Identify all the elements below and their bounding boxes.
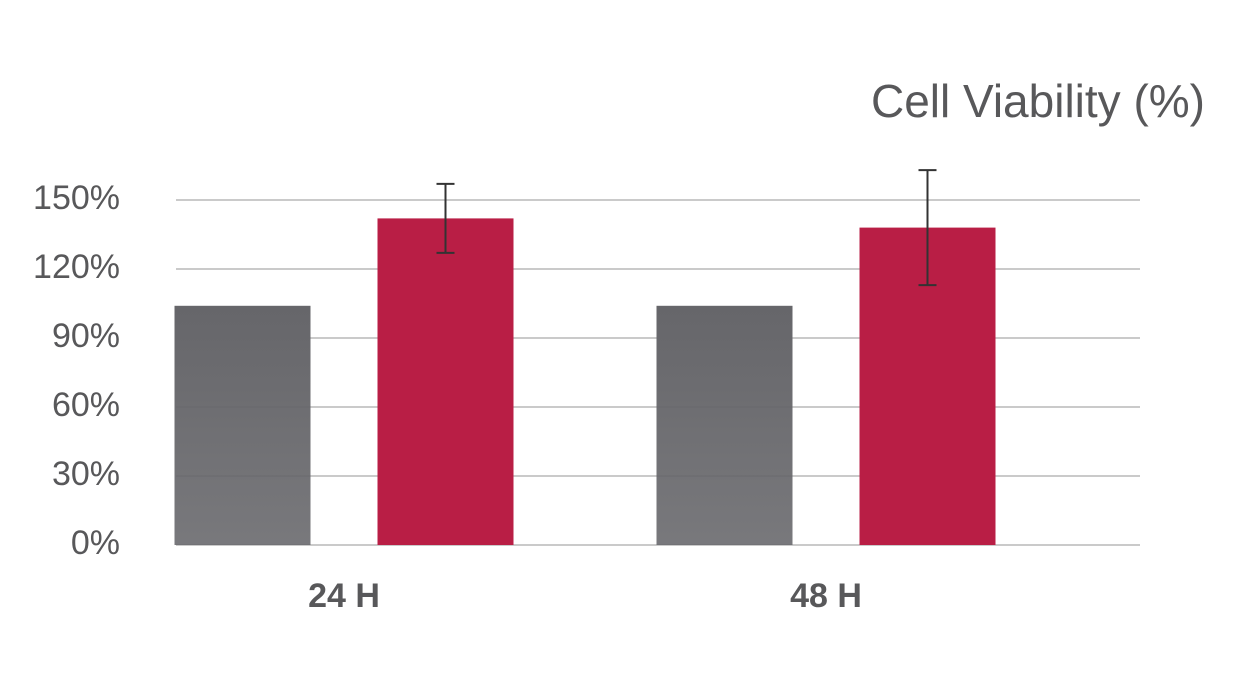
bar (656, 305, 793, 545)
y-tick-label: 30% (52, 455, 120, 493)
x-tick-label: 48 H (790, 577, 862, 615)
y-tick-label: 90% (52, 317, 120, 355)
y-tick-label: 150% (33, 179, 120, 217)
y-tick-label: 0% (71, 524, 120, 562)
bar (377, 218, 514, 545)
y-tick-label: 120% (33, 248, 120, 286)
chart-title: Cell Viability (%) (871, 75, 1205, 127)
y-tick-label: 60% (52, 386, 120, 424)
bar (174, 305, 311, 545)
x-tick-label: 24 H (308, 577, 380, 615)
